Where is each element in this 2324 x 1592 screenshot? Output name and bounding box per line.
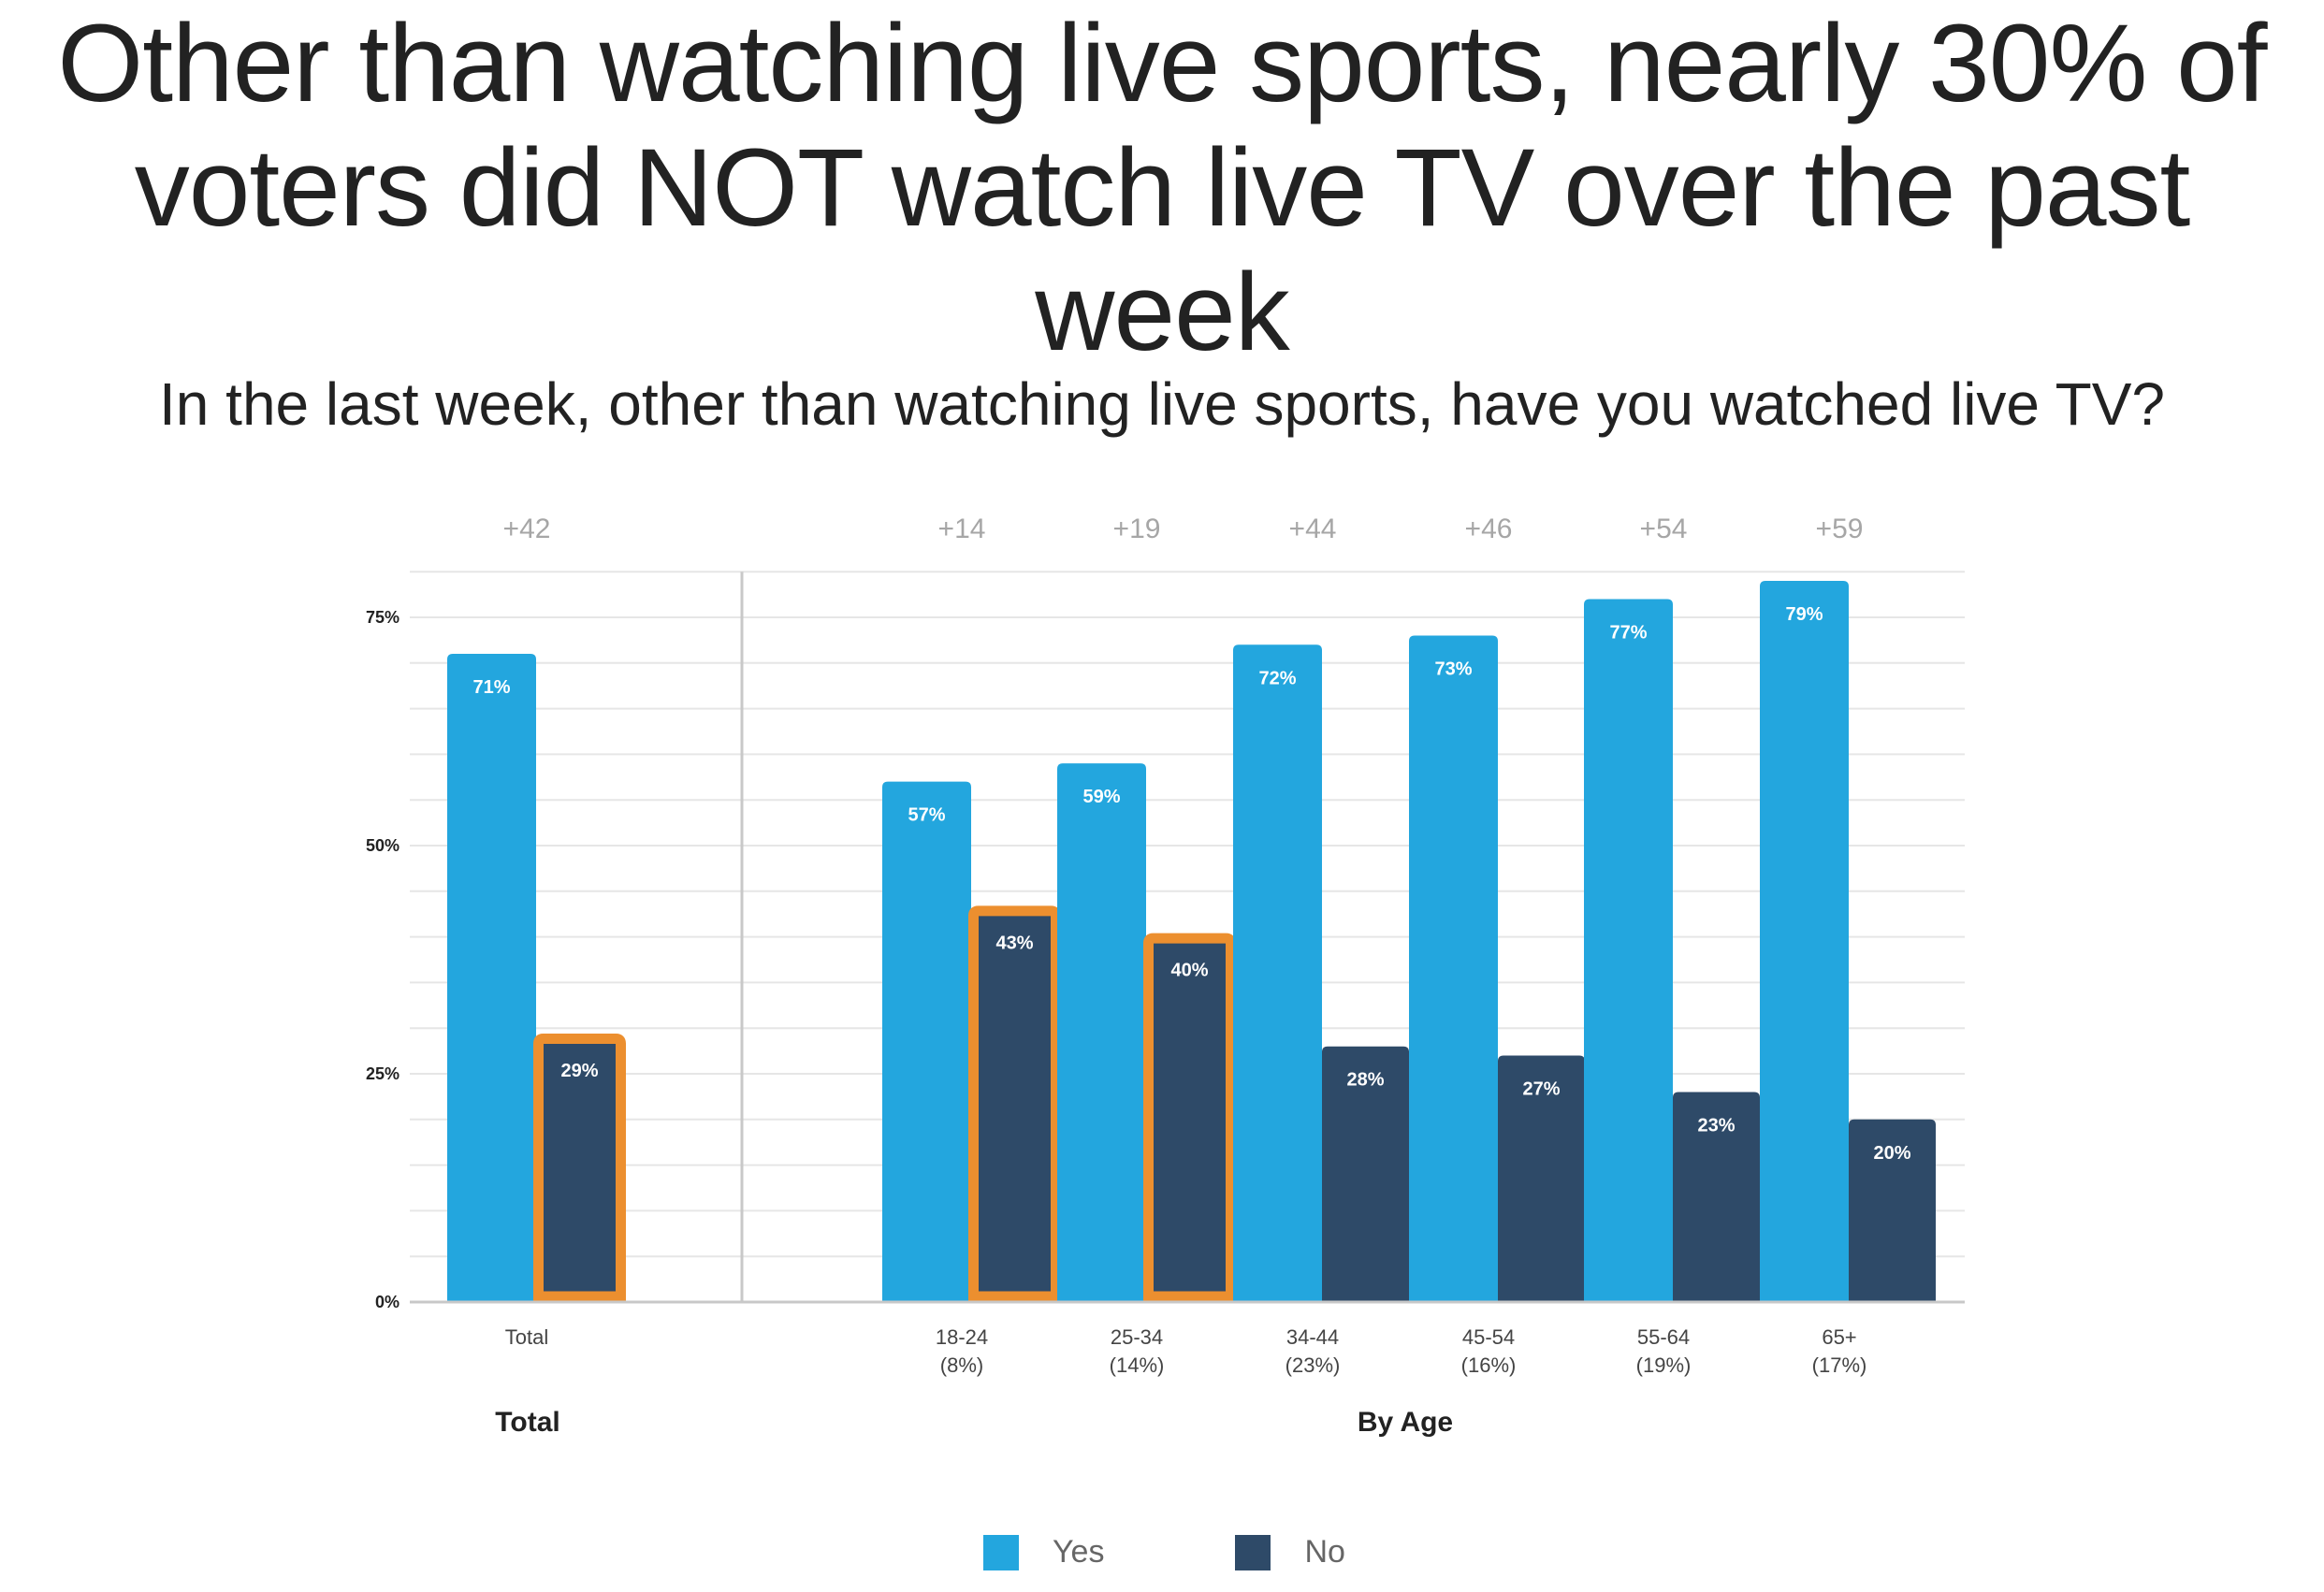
- data-label-yes: 71%: [472, 677, 510, 698]
- chart-title-line-2: voters did NOT watch live TV over the pa…: [134, 126, 2191, 374]
- legend-swatch-yes: [983, 1534, 1019, 1570]
- chart-legend: Yes No: [983, 1534, 1476, 1570]
- chart-title-line-1: Other than watching live sports, nearly …: [57, 2, 2267, 125]
- x-tick-label: 18-24: [936, 1325, 988, 1349]
- x-tick-sublabel: (14%): [1110, 1353, 1165, 1377]
- chart-subtitle: In the last week, other than watching li…: [159, 370, 2165, 438]
- x-tick-sublabel: (17%): [1812, 1353, 1867, 1377]
- data-label-no: 28%: [1346, 1070, 1384, 1091]
- bar-yes: [1233, 644, 1322, 1302]
- bar-no-highlighted: [533, 1033, 626, 1302]
- x-tick-label: 45-54: [1462, 1325, 1515, 1349]
- legend-item-yes: Yes: [983, 1534, 1104, 1570]
- data-label-no: 43%: [995, 933, 1033, 953]
- data-label-yes: 77%: [1609, 622, 1647, 643]
- y-tick-label: 50%: [366, 836, 399, 855]
- bar-no: [1673, 1092, 1760, 1302]
- y-tick-label: 0%: [375, 1293, 399, 1311]
- group-label-total: Total: [495, 1407, 559, 1438]
- x-tick-label: 25-34: [1111, 1325, 1163, 1349]
- bar-yes: [882, 781, 971, 1302]
- net-difference-label: +19: [1113, 514, 1161, 544]
- x-tick-sublabel: (19%): [1636, 1353, 1692, 1377]
- data-label-no: 29%: [560, 1061, 598, 1081]
- bar-no-highlighted: [968, 905, 1061, 1302]
- data-label-yes: 72%: [1258, 668, 1296, 688]
- data-label-yes: 73%: [1434, 659, 1472, 680]
- x-tick-sublabel: (8%): [940, 1353, 983, 1377]
- chart-title: Other than watching live sports, nearly …: [0, 0, 2324, 375]
- data-label-yes: 59%: [1082, 787, 1120, 807]
- x-tick-label: 34-44: [1286, 1325, 1339, 1349]
- x-tick-sublabel: (23%): [1285, 1353, 1341, 1377]
- bar-yes: [1409, 635, 1498, 1302]
- bar-no: [1498, 1055, 1585, 1302]
- bar-yes: [1057, 763, 1146, 1302]
- net-difference-label: +54: [1640, 514, 1688, 544]
- x-tick-label: 55-64: [1637, 1325, 1690, 1349]
- data-label-no: 23%: [1697, 1116, 1735, 1136]
- net-difference-label: +46: [1465, 514, 1513, 544]
- legend-label-yes: Yes: [1053, 1534, 1105, 1570]
- data-label-yes: 79%: [1785, 604, 1823, 625]
- bar-no-highlighted: [1143, 933, 1236, 1302]
- net-difference-label: +59: [1816, 514, 1864, 544]
- legend-swatch-no: [1235, 1534, 1271, 1570]
- bar-no: [1849, 1119, 1936, 1302]
- net-difference-label: +14: [938, 514, 986, 544]
- data-label-no: 20%: [1873, 1143, 1910, 1164]
- x-tick-label: Total: [505, 1325, 548, 1349]
- legend-item-no: No: [1235, 1534, 1345, 1570]
- x-tick-sublabel: (16%): [1461, 1353, 1517, 1377]
- net-difference-label: +42: [503, 514, 551, 544]
- data-label-no: 40%: [1170, 961, 1208, 981]
- net-difference-label: +44: [1289, 514, 1337, 544]
- data-label-yes: 57%: [908, 805, 945, 826]
- bar-yes: [447, 654, 536, 1302]
- bar-no: [1322, 1046, 1409, 1302]
- data-label-no: 27%: [1522, 1078, 1560, 1099]
- y-tick-label: 25%: [366, 1064, 399, 1083]
- legend-label-no: No: [1304, 1534, 1345, 1570]
- bar-yes: [1760, 580, 1849, 1302]
- y-tick-label: 75%: [366, 608, 399, 627]
- x-tick-label: 65+: [1822, 1325, 1856, 1349]
- bar-yes: [1584, 599, 1673, 1302]
- group-label-by-age: By Age: [1358, 1407, 1453, 1438]
